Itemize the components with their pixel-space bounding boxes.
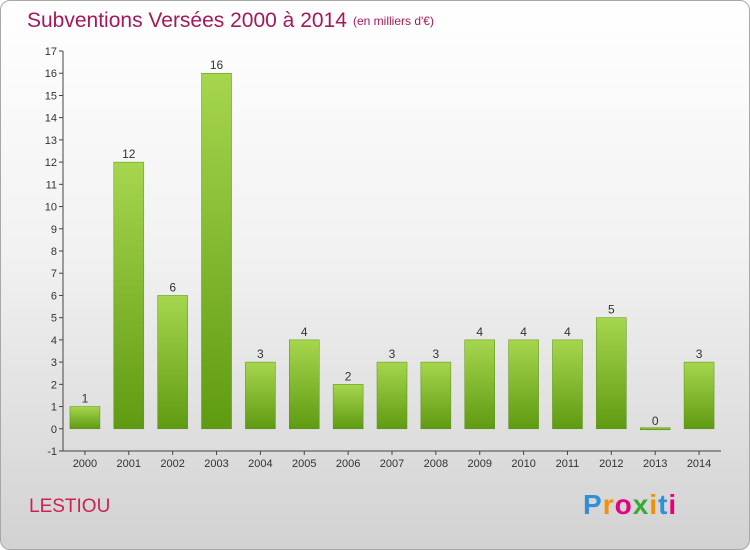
y-tick-label: 10 xyxy=(45,202,57,214)
y-tick-label: 1 xyxy=(51,402,57,414)
proxiti-logo: Proxiti xyxy=(583,489,677,521)
y-tick-label: 17 xyxy=(45,46,57,58)
bar-2006 xyxy=(332,384,364,430)
commune-name: LESTIOU xyxy=(29,496,111,517)
x-tick-label-2007: 2007 xyxy=(380,458,404,470)
bar-2002 xyxy=(157,295,188,430)
x-tick-label-2012: 2012 xyxy=(599,458,623,470)
bar-2007 xyxy=(376,361,408,430)
logo-letter: t xyxy=(658,489,669,520)
value-label-2014: 3 xyxy=(696,347,703,361)
y-tick-label: 0 xyxy=(51,424,57,436)
bar-2005 xyxy=(289,339,320,430)
x-tick-label-2006: 2006 xyxy=(336,458,360,470)
y-tick-label: 5 xyxy=(51,313,57,325)
value-label-2006: 2 xyxy=(345,369,352,383)
y-tick-label: 2 xyxy=(51,379,57,391)
y-tick-label: -1 xyxy=(47,446,57,458)
chart-value-labels: 1 12 6 16 3 4 2 3 3 4 4 4 5 0 3 xyxy=(82,58,703,428)
x-tick-label-2003: 2003 xyxy=(204,458,228,470)
logo-letter: x xyxy=(632,489,650,520)
bar-2003 xyxy=(201,72,232,430)
value-label-2013: 0 xyxy=(652,414,659,428)
y-tick-label: 15 xyxy=(45,90,57,102)
y-tick-label: 6 xyxy=(51,290,57,302)
y-tick-label: 9 xyxy=(51,224,57,236)
bar-2008 xyxy=(420,361,452,430)
x-tick-label-2008: 2008 xyxy=(424,458,448,470)
bar-2009 xyxy=(464,339,495,430)
chart-title: Subventions Versées 2000 à 2014 xyxy=(27,9,347,32)
y-tick-label: 11 xyxy=(46,179,57,191)
logo-letter: P xyxy=(583,489,603,520)
logo-letter: r xyxy=(602,489,615,520)
x-tick-label-2009: 2009 xyxy=(467,458,491,470)
x-tick-label-2005: 2005 xyxy=(292,458,316,470)
value-label-2010: 4 xyxy=(520,325,527,339)
y-tick-label: 12 xyxy=(45,157,57,169)
y-tick-label: 14 xyxy=(45,113,57,125)
chart-unit-note: (en milliers d'€) xyxy=(353,14,434,28)
value-label-2012: 5 xyxy=(608,303,615,317)
bar-2013 xyxy=(639,427,671,431)
x-tick-label-2010: 2010 xyxy=(511,458,535,470)
bar-2001 xyxy=(113,161,145,430)
y-tick-label: 16 xyxy=(45,68,57,80)
chart-bars xyxy=(69,72,715,431)
bar-2011 xyxy=(552,339,583,430)
x-tick-label-2011: 2011 xyxy=(556,458,580,470)
value-label-2004: 3 xyxy=(257,347,264,361)
bar-2014 xyxy=(683,361,715,430)
value-label-2005: 4 xyxy=(301,325,308,339)
bar-2000 xyxy=(69,406,101,430)
y-tick-label: 13 xyxy=(45,135,57,147)
value-label-2003: 16 xyxy=(210,58,224,72)
value-label-2007: 3 xyxy=(389,347,396,361)
y-tick-label: 8 xyxy=(51,246,57,258)
x-tick-label-2004: 2004 xyxy=(248,458,272,470)
bar-2012 xyxy=(596,317,627,430)
logo-letter: i xyxy=(649,489,659,520)
bar-2004 xyxy=(245,361,276,430)
value-label-2002: 6 xyxy=(169,280,176,294)
value-label-2008: 3 xyxy=(433,347,440,361)
x-tick-label-2000: 2000 xyxy=(73,458,97,470)
value-label-2000: 1 xyxy=(82,392,89,406)
x-tick-label-2013: 2013 xyxy=(643,458,667,470)
y-tick-label: 7 xyxy=(51,268,57,280)
value-label-2001: 12 xyxy=(122,147,136,161)
x-tick-label-2001: 2001 xyxy=(117,458,141,470)
logo-letter: o xyxy=(614,489,633,520)
y-tick-label: 3 xyxy=(51,357,57,369)
x-tick-label-2014: 2014 xyxy=(687,458,711,470)
y-tick-label: 4 xyxy=(51,335,57,347)
x-tick-label-2002: 2002 xyxy=(160,458,184,470)
value-label-2009: 4 xyxy=(476,325,483,339)
logo-letter: i xyxy=(668,489,678,520)
value-label-2011: 4 xyxy=(564,325,571,339)
bar-2010 xyxy=(508,339,539,430)
